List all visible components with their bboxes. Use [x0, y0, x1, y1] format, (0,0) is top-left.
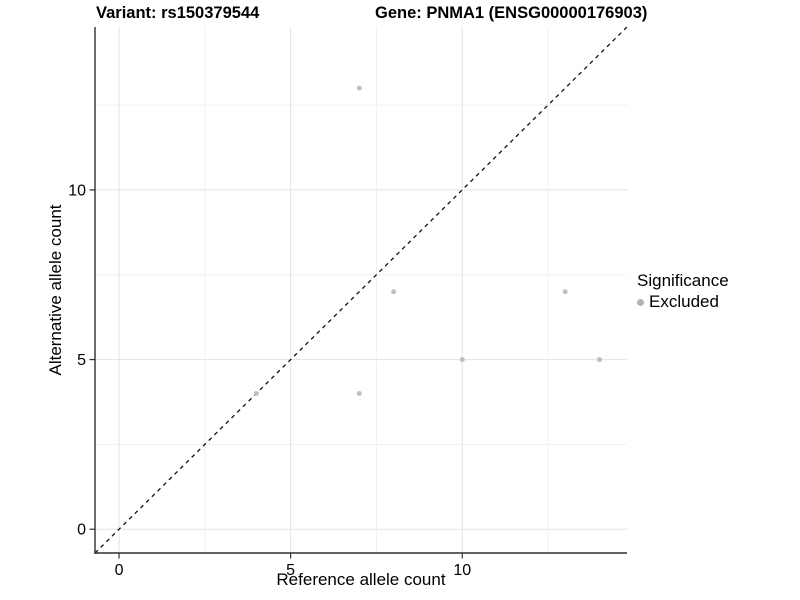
legend-item: Excluded: [637, 292, 729, 312]
legend-point-icon: [637, 298, 644, 306]
y-tick-label: 5: [77, 352, 86, 369]
legend-title: Significance: [637, 271, 729, 290]
x-axis-label: Reference allele count: [276, 570, 446, 589]
plot-title-gene: Gene: PNMA1 (ENSG00000176903): [375, 4, 648, 22]
data-point: [391, 289, 397, 295]
legend: Significance Excluded: [637, 271, 729, 312]
data-point: [356, 391, 362, 397]
data-point: [356, 85, 362, 91]
data-point: [597, 357, 603, 363]
legend-item-label: Excluded: [649, 292, 719, 311]
x-tick-label: 0: [115, 562, 124, 579]
data-point: [562, 289, 568, 295]
x-tick-label: 10: [453, 562, 471, 579]
x-tick-label: 5: [286, 562, 295, 579]
y-tick-label: 0: [77, 522, 86, 539]
y-tick-label: 10: [68, 182, 86, 199]
data-point: [459, 357, 465, 363]
plot-title-variant: Variant: rs150379544: [96, 4, 260, 22]
data-point: [253, 391, 259, 397]
identity-dashed-line: [94, 26, 628, 554]
